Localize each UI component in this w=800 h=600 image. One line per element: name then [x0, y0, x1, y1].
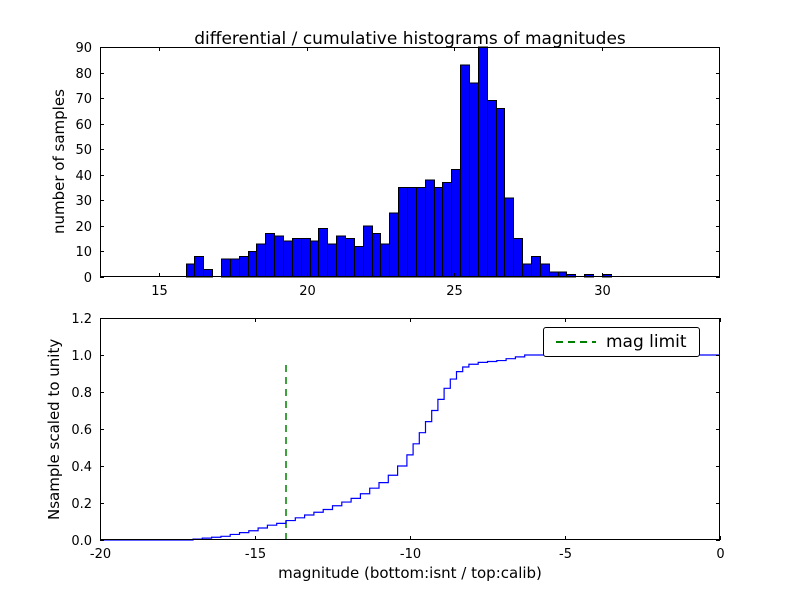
x-tick-label: 30 — [594, 284, 611, 299]
axes-frame — [100, 318, 720, 540]
y-tick-label: 90 — [75, 41, 92, 56]
bottom-y-axis-label: Nsample scaled to unity — [45, 338, 63, 520]
histogram-bar — [540, 263, 550, 278]
histogram-bar — [434, 187, 443, 278]
y-tick-label: 50 — [75, 143, 92, 158]
histogram-bar — [336, 235, 346, 278]
histogram-bar — [310, 240, 319, 278]
top-histogram-axes: 15 20 25 30 0 10 20 30 40 50 60 70 80 90 — [75, 41, 720, 299]
y-tick-label: 0.4 — [71, 460, 92, 475]
histogram-bar — [186, 263, 195, 278]
axes-frame — [100, 47, 720, 277]
histogram-bar — [487, 100, 497, 278]
histogram-bar — [345, 238, 355, 278]
histogram-bar — [522, 263, 532, 278]
plot-title: differential / cumulative histograms of … — [194, 29, 626, 49]
histogram-bar — [469, 82, 479, 278]
y-tick-label: 40 — [75, 169, 92, 184]
x-tick-label: -10 — [400, 547, 421, 562]
histogram-bar — [531, 256, 541, 278]
histogram-bar — [389, 212, 399, 278]
histogram-bar — [194, 256, 204, 278]
histogram-bar — [380, 243, 390, 278]
histogram-bar — [398, 187, 408, 278]
x-tick-label: 15 — [151, 284, 168, 299]
bottom-cumulative-axes: -20 -15 -10 -5 0 0.0 0.2 0.4 0.6 0.8 1.0 1.2 — [71, 312, 724, 562]
y-tick-label: 30 — [75, 194, 92, 209]
y-tick-label: 1.0 — [71, 349, 92, 364]
y-tick-label: 10 — [75, 245, 92, 260]
x-tick-label: -5 — [559, 547, 572, 562]
histogram-bar — [221, 258, 231, 278]
y-tick-label: 80 — [75, 67, 92, 82]
y-tick-label: 1.2 — [71, 312, 92, 327]
histogram-bar — [478, 46, 488, 278]
histogram-bar — [301, 238, 311, 278]
histogram-bar — [363, 225, 373, 278]
legend: mag limit — [543, 327, 700, 357]
histogram-bar — [248, 250, 257, 278]
histogram-bar — [425, 179, 435, 278]
y-tick-label: 20 — [75, 220, 92, 235]
x-tick-label: -15 — [245, 547, 266, 562]
histogram-bar — [292, 238, 302, 278]
bottom-x-axis-label: magnitude (bottom:isnt / top:calib) — [278, 564, 542, 582]
histogram-bar — [496, 107, 505, 278]
histogram-bar — [416, 187, 426, 278]
histogram-bar — [451, 169, 461, 278]
histogram-bar — [239, 256, 249, 278]
x-tick-label: -20 — [90, 547, 111, 562]
y-tick-label: 0.2 — [71, 497, 92, 512]
histogram-bar — [318, 227, 328, 278]
histogram-bar — [230, 258, 240, 278]
x-tick-label: 0 — [716, 547, 724, 562]
y-tick-label: 0 — [84, 271, 92, 286]
histogram-bar — [283, 240, 293, 278]
histogram-bar — [513, 238, 523, 278]
histogram-bar — [354, 245, 364, 278]
top-y-axis-label: number of samples — [50, 89, 68, 235]
x-tick-label: 25 — [446, 284, 463, 299]
x-tick-label: 20 — [299, 284, 316, 299]
histogram-bars — [186, 46, 612, 278]
histogram-bar — [460, 64, 470, 278]
y-tick-label: 70 — [75, 92, 92, 107]
legend-label: mag limit — [606, 332, 687, 352]
y-tick-label: 60 — [75, 118, 92, 133]
histogram-bar — [504, 197, 514, 278]
histogram-bar — [203, 268, 213, 278]
histogram-bar — [256, 243, 266, 278]
histogram-bar — [372, 233, 381, 278]
cumulative-curve — [100, 354, 720, 541]
legend-dashed-line-icon — [556, 341, 596, 343]
y-tick-label: 0.0 — [71, 534, 92, 549]
histogram-bar — [265, 233, 275, 278]
y-tick-label: 0.8 — [71, 386, 92, 401]
y-tick-label: 0.6 — [71, 423, 92, 438]
histogram-bar — [274, 235, 284, 278]
histogram-bar — [407, 187, 417, 278]
histogram-bar — [327, 243, 337, 278]
histogram-bar — [442, 181, 452, 278]
